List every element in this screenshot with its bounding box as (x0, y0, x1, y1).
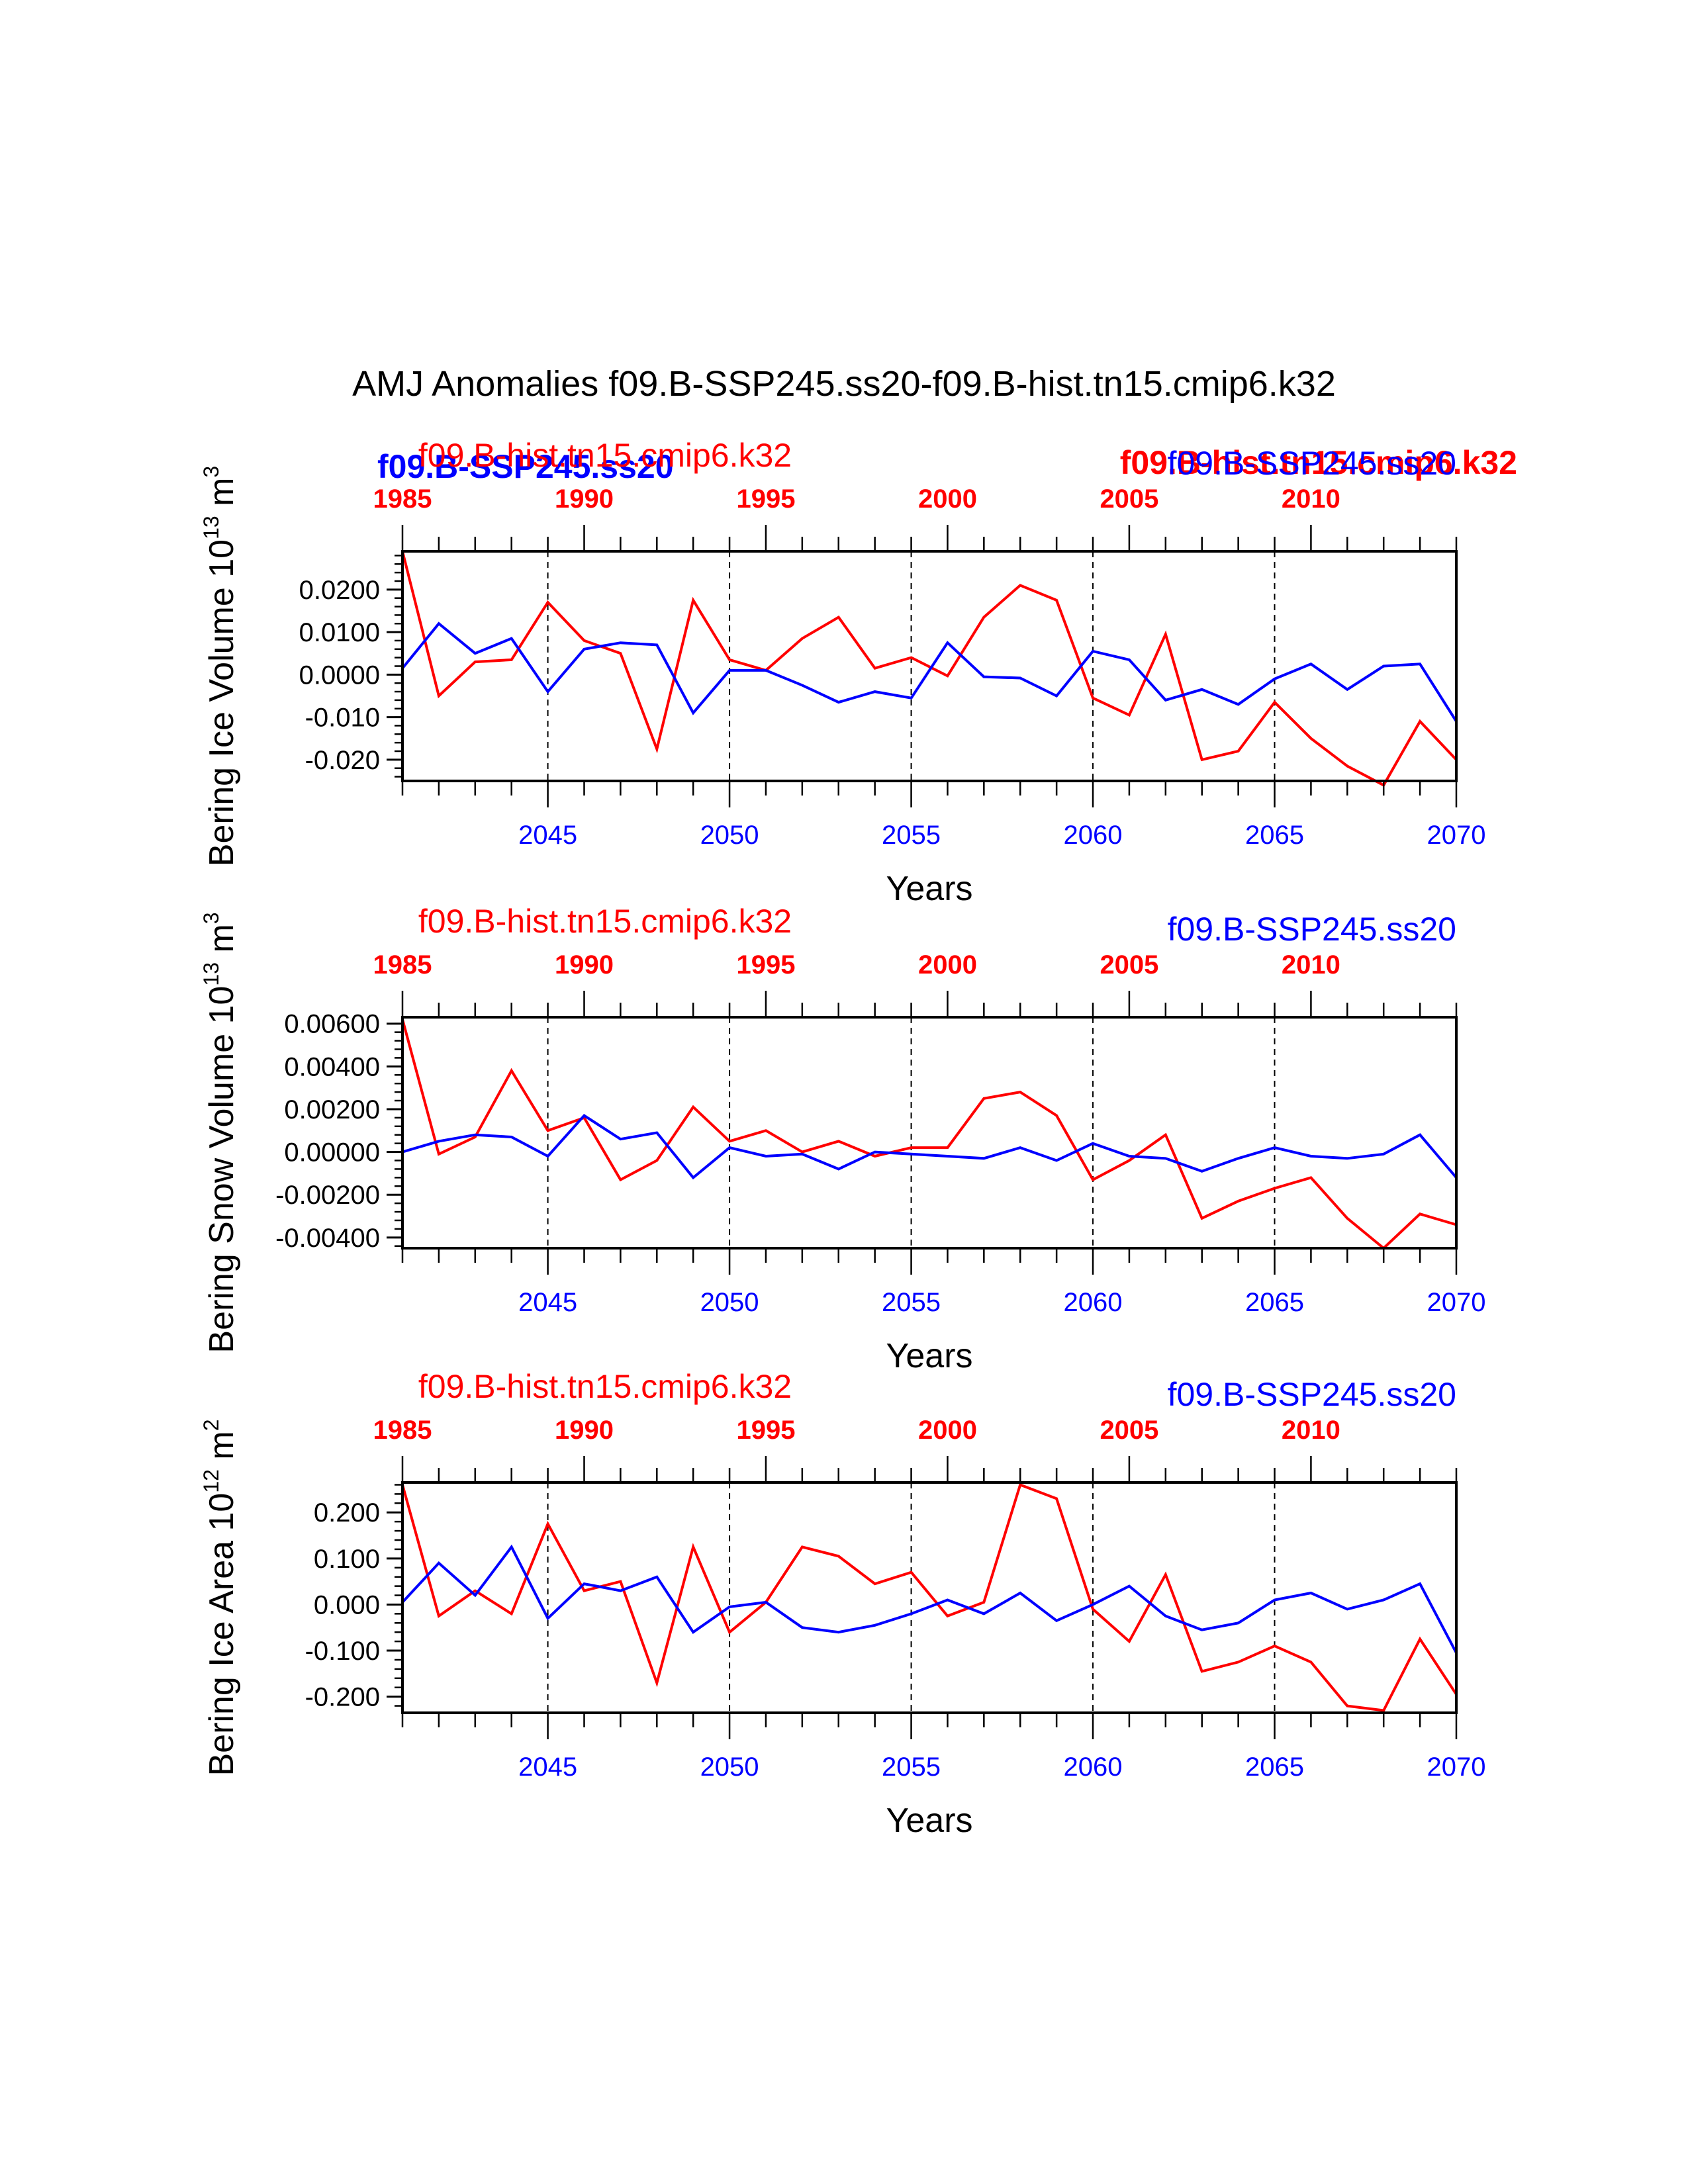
y-tick-label: 0.0000 (299, 660, 380, 690)
series-label-hist: f09.B-hist.tn15.cmip6.k32 (418, 1368, 792, 1405)
series-line-hist (401, 551, 1458, 788)
overlay-label-ssp-left: f09.B-SSP245.ss20 (377, 448, 674, 485)
y-tick-label: 0.00400 (284, 1052, 380, 1081)
x-bottom-tick-label: 2070 (1427, 1752, 1486, 1782)
x-bottom-tick-label: 2055 (882, 1752, 941, 1782)
x-top-tick-label: 2010 (1282, 950, 1340, 979)
x-top-tick-label: 2005 (1100, 484, 1158, 514)
x-top-tick-label: 1985 (373, 1416, 432, 1445)
x-bottom-tick-label: 2060 (1064, 1752, 1123, 1782)
x-bottom-tick-label: 2070 (1427, 821, 1486, 850)
series-line-ssp (402, 1113, 1458, 1180)
series-line-ssp (401, 1544, 1458, 1654)
x-top-tick-label: 2010 (1282, 1416, 1340, 1445)
series-line-hist (401, 1019, 1457, 1250)
x-top-tick-label: 1985 (373, 484, 432, 514)
y-tick-label: 0.00000 (284, 1138, 380, 1167)
y-tick-label: 0.00200 (284, 1095, 380, 1124)
y-tick-label: 0.0200 (299, 576, 380, 605)
x-top-tick-label: 2005 (1100, 1416, 1158, 1445)
x-axis-title: Years (886, 1801, 972, 1840)
series-label-ssp: f09.B-SSP245.ss20 (1168, 911, 1456, 948)
x-bottom-tick-label: 2055 (882, 821, 941, 850)
x-top-tick-label: 1995 (736, 1416, 795, 1445)
y-axis-title: Bering Snow Volume 1013 m3 (199, 912, 241, 1353)
y-axis-title: Bering Ice Area 1012 m2 (199, 1420, 241, 1776)
x-top-tick-label: 1990 (555, 950, 614, 979)
x-top-tick-label: 2000 (918, 950, 977, 979)
x-bottom-tick-label: 2060 (1064, 821, 1123, 850)
x-bottom-tick-label: 2045 (518, 1288, 577, 1317)
y-tick-label: -0.00200 (275, 1181, 380, 1210)
series-label-hist: f09.B-hist.tn15.cmip6.k32 (418, 903, 792, 940)
y-tick-label: 0.000 (314, 1590, 380, 1619)
x-top-tick-label: 2010 (1282, 484, 1340, 514)
chart-panel-3: 0.200 0.100 0.000 -0.100 -0.200 2045 2050 2055 2… (199, 1368, 1485, 1840)
x-bottom-tick-label: 2070 (1427, 1288, 1486, 1317)
x-top-tick-label: 1995 (736, 484, 795, 514)
plot-frame (401, 1016, 1458, 1250)
y-tick-label: 0.0100 (299, 618, 380, 647)
overlay-label-hist-right: f09.B-hist.tn15.cmip6.k32 (1120, 444, 1517, 481)
x-top-tick-label: 1990 (555, 1416, 614, 1445)
y-tick-label: 0.100 (314, 1545, 380, 1574)
x-bottom-tick-label: 2050 (700, 1288, 759, 1317)
y-tick-label: -0.020 (305, 746, 380, 775)
x-bottom-tick-label: 2065 (1245, 821, 1304, 850)
x-bottom-tick-label: 2045 (518, 1752, 577, 1782)
series-line-hist (401, 1482, 1458, 1712)
x-bottom-tick-label: 2065 (1245, 1288, 1304, 1317)
chart-panel-1: 0.0200 0.0100 0.0000 -0.010 -0.020 2045 2050 20… (199, 437, 1485, 908)
series-label-hist: f09.B-hist.tn15.cmip6.k32 (418, 437, 792, 474)
y-tick-label: -0.00400 (275, 1224, 380, 1253)
plot-frame (401, 1481, 1458, 1714)
x-top-tick-label: 2000 (918, 1416, 977, 1445)
series-line-ssp (401, 621, 1458, 723)
x-bottom-tick-label: 2055 (882, 1288, 941, 1317)
y-tick-label: 0.00600 (284, 1010, 380, 1039)
x-top-tick-label: 1995 (736, 950, 795, 979)
x-top-tick-label: 2000 (918, 484, 977, 514)
series-label-ssp: f09.B-SSP245.ss20 (1168, 445, 1456, 482)
y-tick-label: 0.200 (314, 1498, 380, 1527)
x-top-tick-label: 1985 (373, 950, 432, 979)
x-bottom-tick-label: 2045 (518, 821, 577, 850)
y-tick-label: -0.200 (305, 1683, 380, 1712)
chart-panels: 0.0200 0.0100 0.0000 -0.010 -0.020 2045 2050 20… (199, 437, 1485, 1840)
series-label-ssp: f09.B-SSP245.ss20 (1168, 1376, 1456, 1413)
chart-panel-2: 0.00600 0.00400 0.00200 0.00000 -0.00200 -0.0… (199, 903, 1485, 1375)
y-tick-label: -0.100 (305, 1637, 380, 1666)
x-axis-title: Years (886, 1337, 972, 1375)
figure-title: AMJ Anomalies f09.B-SSP245.ss20-f09.B-hi… (352, 364, 1336, 404)
x-axis-title: Years (886, 870, 972, 908)
x-bottom-tick-label: 2060 (1064, 1288, 1123, 1317)
y-axis-title: Bering Ice Volume 1013 m3 (199, 466, 241, 866)
x-bottom-tick-label: 2050 (700, 1752, 759, 1782)
x-bottom-tick-label: 2050 (700, 821, 759, 850)
x-top-tick-label: 1990 (555, 484, 614, 514)
x-bottom-tick-label: 2065 (1245, 1752, 1304, 1782)
x-top-tick-label: 2005 (1100, 950, 1158, 979)
y-tick-label: -0.010 (305, 704, 380, 733)
